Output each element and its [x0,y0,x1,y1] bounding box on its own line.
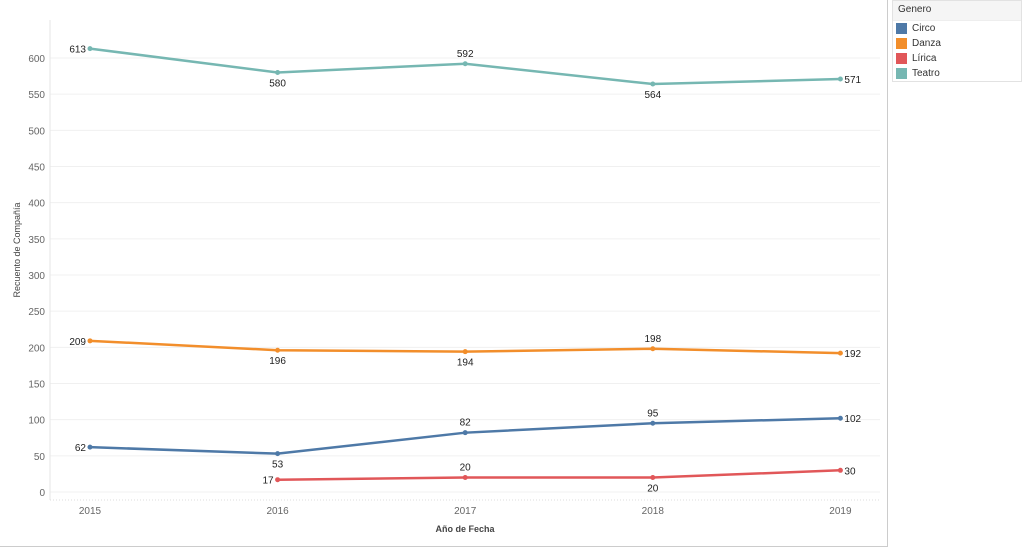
x-tick-label: 2017 [454,506,477,517]
legend-title: Genero [893,1,1021,21]
y-tick-label: 400 [28,199,45,210]
legend-swatch [896,23,907,34]
data-label-teatro: 592 [457,49,474,60]
data-label-lirica: 30 [844,466,856,477]
data-point-teatro [650,81,656,87]
y-tick-label: 300 [28,271,45,282]
data-label-lirica: 20 [647,484,659,495]
y-tick-label: 100 [28,416,45,427]
data-point-lirica [650,475,656,481]
y-tick-label: 600 [28,54,45,65]
data-point-teatro [87,46,93,52]
y-axis-title: Recuento de Compañía [12,202,22,297]
legend-label: Circo [912,23,936,34]
data-label-teatro: 613 [69,45,86,56]
data-point-teatro [275,69,281,75]
data-point-danza [837,350,843,356]
data-label-danza: 192 [844,349,861,360]
y-tick-label: 350 [28,235,45,246]
y-tick-label: 450 [28,163,45,174]
y-tick-label: 200 [28,343,45,354]
data-point-danza [87,338,93,344]
legend-item-lirica[interactable]: Lírica [893,51,1021,66]
y-tick-label: 150 [28,380,45,391]
legend-label: Lírica [912,53,937,64]
legend-label: Danza [912,38,941,49]
x-tick-label: 2018 [642,506,665,517]
data-label-lirica: 20 [460,463,472,474]
x-axis-title: Año de Fecha [435,524,495,534]
data-label-teatro: 571 [844,75,861,86]
legend-label: Teatro [912,68,940,79]
data-point-danza [275,347,281,353]
data-point-lirica [462,475,468,481]
data-label-danza: 209 [69,337,86,348]
legend-swatch [896,38,907,49]
data-label-teatro: 564 [644,90,661,101]
x-tick-label: 2015 [79,506,102,517]
data-point-circo [87,444,93,450]
legend-item-circo[interactable]: Circo [893,21,1021,36]
data-point-danza [462,349,468,355]
data-point-teatro [837,76,843,82]
legend-swatch [896,68,907,79]
data-label-circo: 82 [460,418,472,429]
data-point-circo [275,451,281,457]
y-tick-label: 250 [28,307,45,318]
data-point-circo [837,415,843,421]
data-point-lirica [837,467,843,473]
y-tick-label: 550 [28,90,45,101]
data-label-circo: 95 [647,408,659,419]
series-line-lirica [277,469,841,481]
legend-item-danza[interactable]: Danza [893,36,1021,51]
data-label-danza: 196 [269,356,286,367]
legend-swatch [896,53,907,64]
data-label-danza: 194 [457,358,474,369]
data-label-teatro: 580 [269,78,286,89]
data-point-danza [650,346,656,352]
data-label-circo: 53 [272,460,284,471]
x-tick-label: 2019 [829,506,852,517]
legend-item-teatro[interactable]: Teatro [893,66,1021,81]
line-chart: 0 50 100 150 200 250 300 350 400 450 500 550 600 2015… [12,20,880,534]
y-tick-label: 500 [28,126,45,137]
y-tick-label: 50 [34,452,46,463]
data-label-circo: 102 [844,414,861,425]
x-tick-label: 2016 [266,506,289,517]
data-point-teatro [462,61,468,67]
data-point-lirica [275,477,281,483]
data-label-lirica: 17 [262,476,274,487]
data-label-danza: 198 [644,334,661,345]
legend: Genero Circo Danza Lírica Teatro [892,0,1022,82]
data-point-circo [650,420,656,426]
data-point-circo [462,430,468,436]
y-tick-label: 0 [39,488,45,499]
data-label-circo: 62 [75,443,87,454]
chart-frame [0,0,888,547]
